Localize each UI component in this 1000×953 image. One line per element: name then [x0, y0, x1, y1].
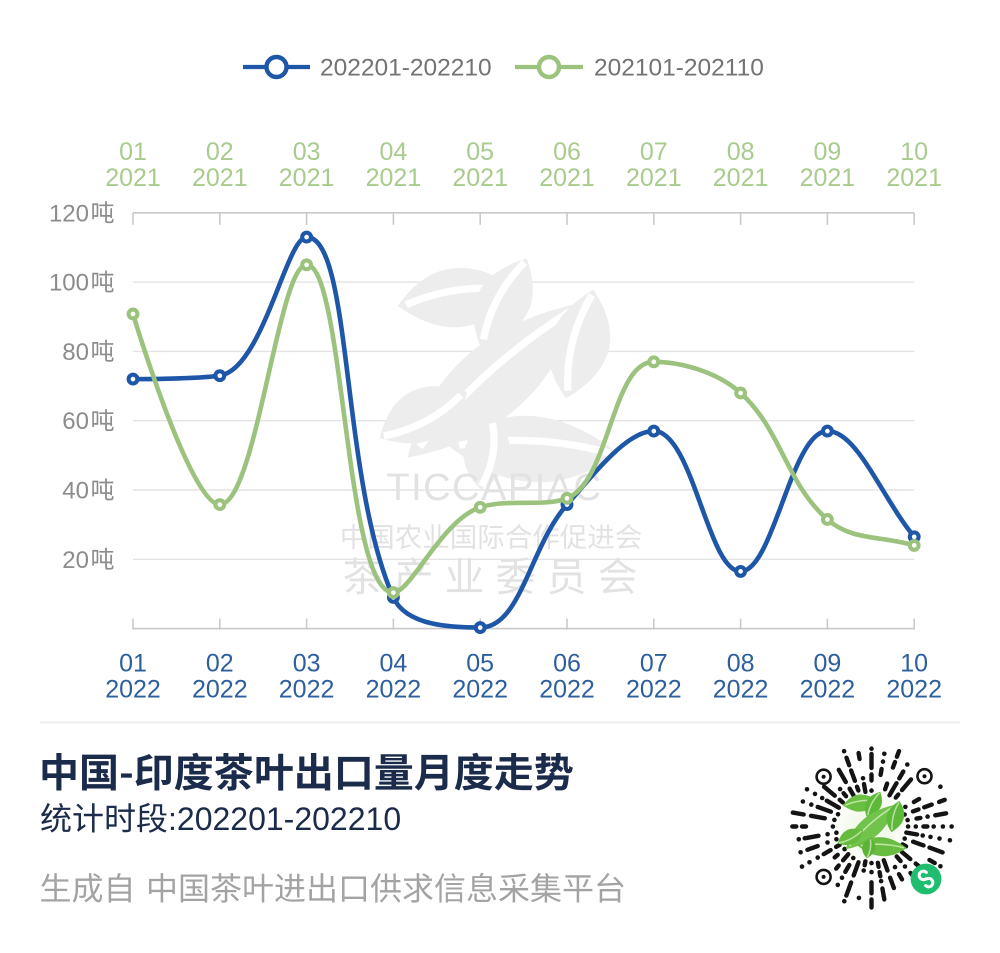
svg-text:10: 10	[900, 138, 928, 166]
svg-text::202201-202210: :202201-202210	[168, 801, 401, 837]
svg-text:2022: 2022	[886, 676, 942, 704]
svg-text:09: 09	[813, 138, 841, 166]
svg-text:02: 02	[206, 650, 234, 678]
svg-text:06: 06	[553, 138, 581, 166]
svg-text:04: 04	[379, 650, 407, 678]
svg-text:2022: 2022	[713, 676, 769, 704]
svg-text:2021: 2021	[366, 164, 422, 192]
svg-text:2021: 2021	[279, 164, 335, 192]
svg-text:60: 60	[62, 408, 89, 435]
svg-text:2021: 2021	[105, 164, 161, 192]
svg-text:01: 01	[119, 138, 147, 166]
svg-text:2022: 2022	[192, 676, 248, 704]
svg-text:05: 05	[466, 138, 494, 166]
svg-text:03: 03	[293, 650, 321, 678]
svg-text:2021: 2021	[626, 164, 682, 192]
svg-text:202101-202110: 202101-202110	[594, 55, 764, 82]
svg-text:2021: 2021	[713, 164, 769, 192]
svg-text:05: 05	[466, 650, 494, 678]
svg-text:03: 03	[293, 138, 321, 166]
svg-text:09: 09	[813, 650, 841, 678]
svg-text:04: 04	[379, 138, 407, 166]
svg-text:2021: 2021	[886, 164, 942, 192]
svg-text:120: 120	[49, 200, 89, 227]
svg-text:02: 02	[206, 138, 234, 166]
svg-text:2022: 2022	[800, 676, 856, 704]
svg-text:2022: 2022	[105, 676, 161, 704]
svg-text:2021: 2021	[452, 164, 508, 192]
svg-text:20: 20	[62, 547, 89, 574]
svg-text:2021: 2021	[800, 164, 856, 192]
svg-text:06: 06	[553, 650, 581, 678]
svg-text:2021: 2021	[539, 164, 595, 192]
svg-text:07: 07	[640, 138, 668, 166]
svg-text:2022: 2022	[366, 676, 422, 704]
svg-text:80: 80	[62, 339, 89, 366]
svg-text:2022: 2022	[452, 676, 508, 704]
svg-text:10: 10	[900, 650, 928, 678]
svg-text:202201-202210: 202201-202210	[320, 55, 492, 82]
svg-text:2022: 2022	[279, 676, 335, 704]
svg-text:40: 40	[62, 478, 89, 505]
svg-text:2022: 2022	[626, 676, 682, 704]
svg-text:2022: 2022	[539, 676, 595, 704]
svg-text:08: 08	[727, 138, 755, 166]
svg-text:100: 100	[49, 270, 89, 297]
svg-text:07: 07	[640, 650, 668, 678]
svg-text:08: 08	[727, 650, 755, 678]
svg-text:2021: 2021	[192, 164, 248, 192]
svg-text:01: 01	[119, 650, 147, 678]
